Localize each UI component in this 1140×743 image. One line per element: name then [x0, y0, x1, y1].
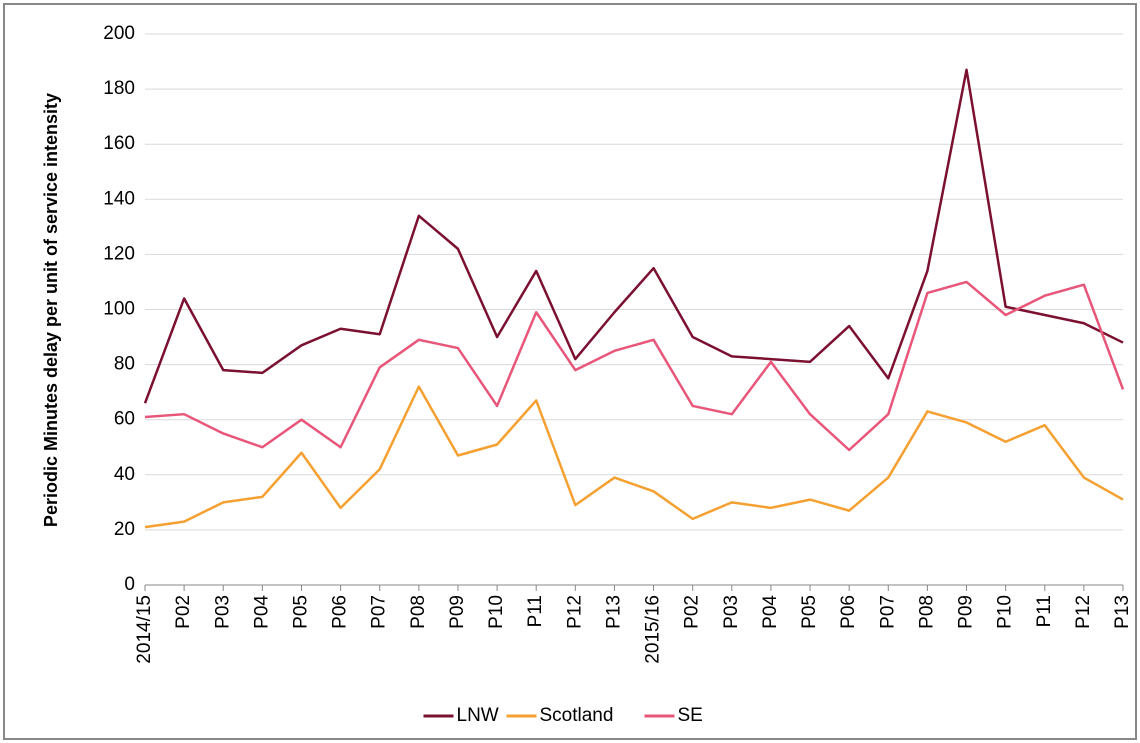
x-tick-label: P02 — [173, 595, 194, 629]
x-tick-label: P11 — [1034, 595, 1055, 627]
legend-label: Scotland — [540, 705, 614, 726]
y-axis-title: Periodic Minutes delay per unit of servi… — [41, 93, 61, 527]
x-tick-label: P06 — [330, 595, 351, 629]
legend-label: LNW — [457, 705, 499, 726]
x-tick-label: P06 — [838, 595, 859, 629]
y-tick-label: 0 — [124, 574, 135, 595]
x-tick-label: P03 — [721, 595, 742, 629]
x-tick-label: 2014/15 — [134, 595, 155, 664]
x-tick-label: P02 — [682, 595, 703, 629]
line-series — [144, 280, 1125, 452]
x-tick-label: P07 — [877, 595, 898, 629]
legend-label: SE — [678, 705, 703, 726]
y-tick-label: 40 — [114, 464, 135, 485]
x-tick-label: P04 — [251, 595, 272, 629]
x-tick-label: 2015/16 — [643, 595, 664, 664]
y-tick-label: 80 — [114, 354, 135, 375]
x-tick-label: P08 — [408, 595, 429, 629]
y-tick-label: 140 — [103, 188, 135, 209]
x-tick-label: P13 — [1112, 595, 1133, 629]
x-tick-label: P07 — [369, 595, 390, 629]
x-tick-label: P11 — [525, 595, 546, 627]
x-tick-label: P09 — [447, 595, 468, 629]
y-tick-label: 180 — [103, 78, 135, 99]
y-tick-label: 160 — [103, 133, 135, 154]
x-tick-label: P04 — [760, 595, 781, 629]
y-tick-label: 100 — [103, 299, 135, 320]
y-tick-label: 20 — [114, 519, 135, 540]
x-tick-label: P10 — [995, 595, 1016, 629]
x-tick-label: P03 — [212, 595, 233, 629]
x-tick-label: P12 — [564, 595, 585, 629]
x-tick-label: P10 — [486, 595, 507, 629]
y-tick-label: 120 — [103, 243, 135, 264]
x-tick-label: P05 — [290, 595, 311, 629]
line-series — [144, 385, 1124, 529]
chart-frame — [3, 3, 1137, 740]
x-tick-label: P05 — [799, 595, 820, 629]
x-tick-label: P09 — [956, 595, 977, 629]
y-tick-label: 200 — [103, 23, 135, 44]
y-tick-label: 60 — [114, 409, 135, 430]
line-series — [143, 68, 1124, 404]
x-tick-label: P13 — [603, 595, 624, 629]
x-tick-label: P12 — [1073, 595, 1094, 629]
x-tick-label: P08 — [916, 595, 937, 629]
